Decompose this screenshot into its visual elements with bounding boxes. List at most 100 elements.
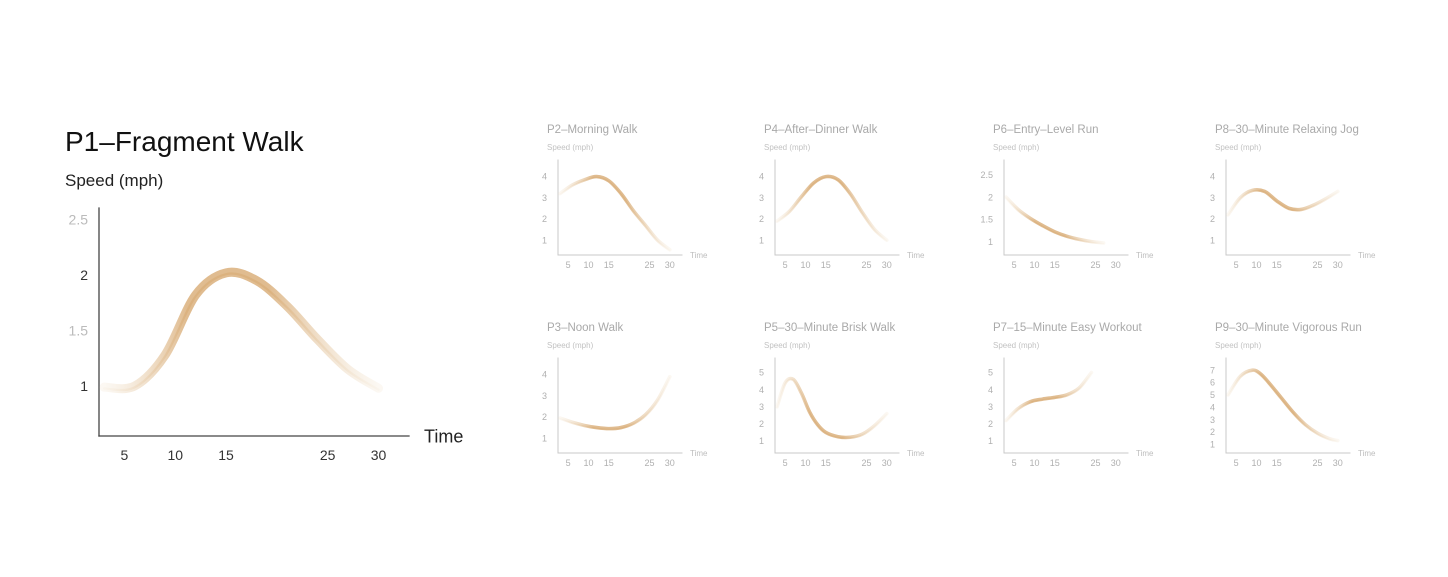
x-tick-label: 10 <box>1029 458 1039 468</box>
x-tick-label: 5 <box>783 260 788 270</box>
y-axis-label: Speed (mph) <box>993 143 1040 152</box>
y-axis-label: Speed (mph) <box>993 341 1040 350</box>
x-axis-label: Time <box>1136 251 1154 260</box>
x-tick-label: 5 <box>1234 458 1239 468</box>
chart-title: P9–30–Minute Vigorous Run <box>1215 322 1362 334</box>
y-tick-label: 2 <box>542 214 547 224</box>
x-tick-label: 10 <box>583 458 593 468</box>
y-axis-label: Speed (mph) <box>1215 143 1262 152</box>
y-tick-label: 4 <box>542 172 547 182</box>
x-tick-label: 25 <box>320 447 336 463</box>
chart-title: P6–Entry–Level Run <box>993 124 1099 136</box>
series-line <box>775 376 889 440</box>
x-tick-label: 30 <box>1111 458 1121 468</box>
chart-p7: P7–15–Minute Easy Workout Speed (mph) 1 2… <box>988 322 1173 472</box>
chart-plot: 1 1.5 2 2.5 5 10 15 25 30 Time <box>69 207 463 463</box>
x-tick-label: 15 <box>1050 260 1060 270</box>
x-tick-label: 10 <box>583 260 593 270</box>
series-line-highlight <box>102 272 380 392</box>
x-tick-label: 15 <box>218 447 234 463</box>
x-axis-label: Time <box>1358 449 1376 458</box>
x-tick-label: 10 <box>1251 458 1261 468</box>
x-axis-label: Time <box>907 251 925 260</box>
y-axis-label: Speed (mph) <box>547 143 594 152</box>
series-line-highlight <box>1005 372 1092 422</box>
x-tick-label: 25 <box>861 260 871 270</box>
series-line <box>1004 195 1106 245</box>
chart-p9: P9–30–Minute Vigorous Run Speed (mph) 1 2… <box>1210 322 1405 472</box>
series-line <box>1004 370 1094 423</box>
y-tick-label: 1 <box>988 237 993 247</box>
y-tick-label: 1.5 <box>980 215 993 225</box>
x-tick-label: 30 <box>1333 458 1343 468</box>
x-tick-label: 30 <box>665 260 675 270</box>
y-tick-label: 4 <box>759 172 764 182</box>
x-tick-label: 15 <box>1050 458 1060 468</box>
x-axis-label: Time <box>690 449 708 458</box>
y-tick-label: 5 <box>759 368 764 378</box>
y-tick-label: 3 <box>1210 415 1215 425</box>
y-tick-label: 2 <box>1210 427 1215 437</box>
y-tick-label: 2.5 <box>69 211 89 227</box>
chart-plot: 1 2 3 4 5 10 15 25 30 Time <box>1210 159 1376 270</box>
chart-plot: 1 1.5 2 2.5 5 10 15 25 30 Time <box>980 159 1154 270</box>
chart-title: P5–30–Minute Brisk Walk <box>764 322 896 334</box>
series-line <box>775 174 889 242</box>
y-tick-label: 1 <box>1210 235 1215 245</box>
x-tick-label: 25 <box>861 458 871 468</box>
y-tick-label: 5 <box>1210 390 1215 400</box>
y-tick-label: 2 <box>1210 214 1215 224</box>
x-axis-label: Time <box>424 426 463 446</box>
x-tick-label: 30 <box>665 458 675 468</box>
y-tick-label: 3 <box>1210 193 1215 203</box>
chart-p8: P8–30–Minute Relaxing Jog Speed (mph) 1 2… <box>1210 124 1405 274</box>
chart-plot: 1 2 3 4 5 10 15 25 30 Time <box>542 159 708 270</box>
x-tick-label: 30 <box>1111 260 1121 270</box>
x-tick-label: 25 <box>644 260 654 270</box>
y-tick-label: 2 <box>988 419 993 429</box>
y-tick-label: 1 <box>80 378 88 394</box>
series-line-highlight <box>1227 370 1339 442</box>
x-tick-label: 10 <box>1251 260 1261 270</box>
y-tick-label: 1 <box>1210 439 1215 449</box>
y-axis-label: Speed (mph) <box>764 143 811 152</box>
y-tick-label: 3 <box>759 193 764 203</box>
chart-title: P4–After–Dinner Walk <box>764 124 878 136</box>
y-tick-label: 4 <box>759 385 764 395</box>
x-tick-label: 30 <box>371 447 387 463</box>
x-axis-label: Time <box>1358 251 1376 260</box>
x-tick-label: 15 <box>1272 260 1282 270</box>
series-line <box>99 267 384 394</box>
y-tick-label: 2 <box>542 412 547 422</box>
series-line-highlight <box>559 176 671 251</box>
x-tick-label: 5 <box>1012 260 1017 270</box>
chart-title: P2–Morning Walk <box>547 124 638 136</box>
x-tick-label: 15 <box>604 260 614 270</box>
x-tick-label: 25 <box>1090 260 1100 270</box>
chart-plot: 1 2 3 4 5 10 15 25 30 Time <box>759 159 925 270</box>
y-tick-label: 3 <box>988 402 993 412</box>
series-line <box>558 374 672 431</box>
y-tick-label: 1 <box>988 436 993 446</box>
x-tick-label: 5 <box>783 458 788 468</box>
x-tick-label: 10 <box>1029 260 1039 270</box>
y-tick-label: 2 <box>988 192 993 202</box>
x-tick-label: 15 <box>604 458 614 468</box>
x-tick-label: 10 <box>800 260 810 270</box>
y-axis-label: Speed (mph) <box>1215 341 1262 350</box>
y-tick-label: 4 <box>1210 172 1215 182</box>
y-tick-label: 1.5 <box>69 322 89 338</box>
y-axis-label: Speed (mph) <box>65 171 164 190</box>
x-tick-label: 15 <box>821 260 831 270</box>
chart-plot: 1 2 3 4 5 5 10 15 25 30 Time <box>988 357 1154 468</box>
x-tick-label: 10 <box>167 447 183 463</box>
y-tick-label: 1 <box>542 235 547 245</box>
y-tick-label: 3 <box>542 391 547 401</box>
y-tick-label: 5 <box>988 368 993 378</box>
x-tick-label: 5 <box>566 458 571 468</box>
x-tick-label: 10 <box>800 458 810 468</box>
chart-title: P7–15–Minute Easy Workout <box>993 322 1142 334</box>
x-tick-label: 15 <box>821 458 831 468</box>
chart-plot: 1 2 3 4 5 6 7 5 10 15 25 30 Time <box>1210 357 1376 468</box>
y-tick-label: 1 <box>542 433 547 443</box>
